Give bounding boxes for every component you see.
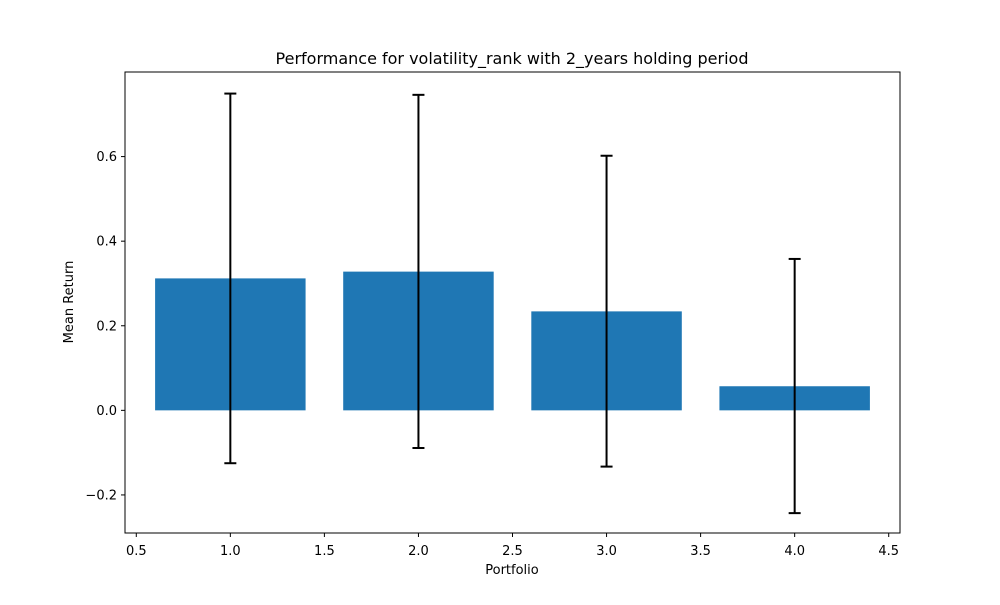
x-tick-label: 3.0 bbox=[596, 544, 617, 559]
error-bar-portfolio-1 bbox=[224, 92, 237, 465]
x-tick-label: 2.5 bbox=[502, 544, 523, 559]
y-tick-label: 0.2 bbox=[96, 319, 117, 334]
chart-title: Performance for volatility_rank with 2_y… bbox=[276, 49, 749, 69]
y-tick-label: 0.0 bbox=[96, 404, 117, 419]
error-bar-portfolio-2 bbox=[412, 93, 425, 449]
y-axis-label: Mean Return bbox=[62, 261, 77, 344]
x-tick-label: 0.5 bbox=[126, 544, 147, 559]
y-tick-label: 0.4 bbox=[96, 235, 117, 250]
x-tick-label: 1.5 bbox=[314, 544, 335, 559]
error-bar-portfolio-4 bbox=[788, 257, 801, 515]
y-tick-label: −0.2 bbox=[85, 488, 117, 503]
y-axis-ticks: −0.2 0.0 0.2 0.4 0.6 bbox=[85, 150, 125, 503]
y-tick-label: 0.6 bbox=[96, 150, 117, 165]
x-tick-label: 4.0 bbox=[784, 544, 805, 559]
x-axis-ticks: 0.5 1.0 1.5 2.0 2.5 3.0 3.5 4.0 4.5 bbox=[126, 533, 899, 559]
x-tick-label: 1.0 bbox=[220, 544, 241, 559]
x-tick-label: 3.5 bbox=[690, 544, 711, 559]
bars-layer bbox=[155, 271, 870, 411]
x-tick-label: 4.5 bbox=[878, 544, 899, 559]
error-bars-layer bbox=[224, 92, 801, 515]
x-tick-label: 2.0 bbox=[408, 544, 429, 559]
error-bar-portfolio-3 bbox=[600, 154, 613, 468]
x-axis-label: Portfolio bbox=[485, 563, 539, 578]
